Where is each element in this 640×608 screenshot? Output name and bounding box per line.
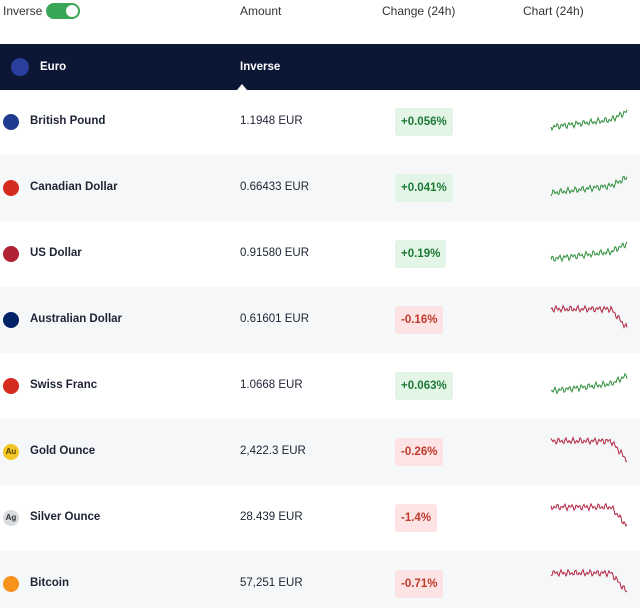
change-badge: +0.063% bbox=[395, 372, 453, 400]
base-bar: Euro Inverse bbox=[0, 44, 640, 90]
sparkline bbox=[550, 372, 628, 395]
sparkline bbox=[550, 502, 628, 527]
base-name: Euro bbox=[40, 61, 67, 73]
icon bbox=[3, 246, 19, 262]
sparkline bbox=[550, 241, 628, 263]
change-badge: +0.041% bbox=[395, 174, 453, 202]
sparkline bbox=[550, 304, 628, 329]
table-row[interactable]: Canadian Dollar 0.66433 EUR +0.041% bbox=[0, 155, 640, 221]
amount: 1.1948 EUR bbox=[240, 115, 303, 127]
currency-name: US Dollar bbox=[30, 247, 82, 259]
icon: Au bbox=[3, 444, 19, 460]
change-badge: -0.71% bbox=[395, 570, 444, 598]
currency-name: Bitcoin bbox=[30, 577, 69, 589]
sparkline-path bbox=[550, 568, 628, 593]
amount: 0.66433 EUR bbox=[240, 181, 310, 193]
sparkline-path bbox=[550, 109, 628, 132]
sparkline bbox=[550, 435, 628, 463]
sparkline-path bbox=[550, 502, 628, 527]
amount: 1.0668 EUR bbox=[240, 379, 303, 391]
euro-icon bbox=[11, 58, 29, 76]
table-row[interactable]: Swiss Franc 1.0668 EUR +0.063% bbox=[0, 353, 640, 419]
amount: 2,422.3 EUR bbox=[240, 445, 306, 457]
currency-name: Australian Dollar bbox=[30, 313, 123, 325]
sparkline-path bbox=[550, 241, 628, 263]
column-header: Amount bbox=[240, 4, 282, 18]
table-row[interactable]: US Dollar 0.91580 EUR +0.19% bbox=[0, 221, 640, 287]
sparkline-path bbox=[550, 435, 628, 463]
icon bbox=[3, 378, 19, 394]
currency-name: Gold Ounce bbox=[30, 445, 96, 457]
currency-name: British Pound bbox=[30, 115, 106, 127]
icon bbox=[3, 576, 19, 592]
table-row[interactable]: British Pound 1.1948 EUR +0.056% bbox=[0, 89, 640, 155]
sparkline-path bbox=[550, 304, 628, 329]
table-row[interactable]: Bitcoin 57,251 EUR -0.71% bbox=[0, 551, 640, 608]
toggle-label: Inverse bbox=[3, 4, 43, 18]
sparkline-path bbox=[550, 372, 628, 395]
amount: 28.439 EUR bbox=[240, 511, 303, 523]
amount: 0.61601 EUR bbox=[240, 313, 310, 325]
column-header: Chart (24h) bbox=[523, 4, 584, 18]
icon bbox=[3, 114, 19, 130]
sparkline-path bbox=[550, 175, 628, 197]
sparkline bbox=[550, 568, 628, 593]
table-row[interactable]: Ag Silver Ounce 28.439 EUR -1.4% bbox=[0, 485, 640, 551]
sparkline bbox=[550, 175, 628, 197]
sparkline bbox=[550, 109, 628, 132]
change-badge: +0.19% bbox=[395, 240, 447, 268]
amount: 57,251 EUR bbox=[240, 577, 303, 589]
change-badge: -0.26% bbox=[395, 438, 444, 466]
currency-name: Silver Ounce bbox=[30, 511, 101, 523]
base-column: Inverse bbox=[240, 61, 281, 73]
column-header: Change (24h) bbox=[382, 4, 456, 18]
change-badge: -1.4% bbox=[395, 504, 438, 532]
change-badge: +0.056% bbox=[395, 108, 453, 136]
icon: Ag bbox=[3, 510, 19, 526]
currency-name: Canadian Dollar bbox=[30, 181, 118, 193]
icon bbox=[3, 180, 19, 196]
change-badge: -0.16% bbox=[395, 306, 444, 334]
toggle[interactable] bbox=[46, 3, 80, 19]
table-row[interactable]: Au Gold Ounce 2,422.3 EUR -0.26% bbox=[0, 419, 640, 485]
amount: 0.91580 EUR bbox=[240, 247, 310, 259]
currency-name: Swiss Franc bbox=[30, 379, 98, 391]
icon bbox=[3, 312, 19, 328]
table-row[interactable]: Australian Dollar 0.61601 EUR -0.16% bbox=[0, 287, 640, 353]
